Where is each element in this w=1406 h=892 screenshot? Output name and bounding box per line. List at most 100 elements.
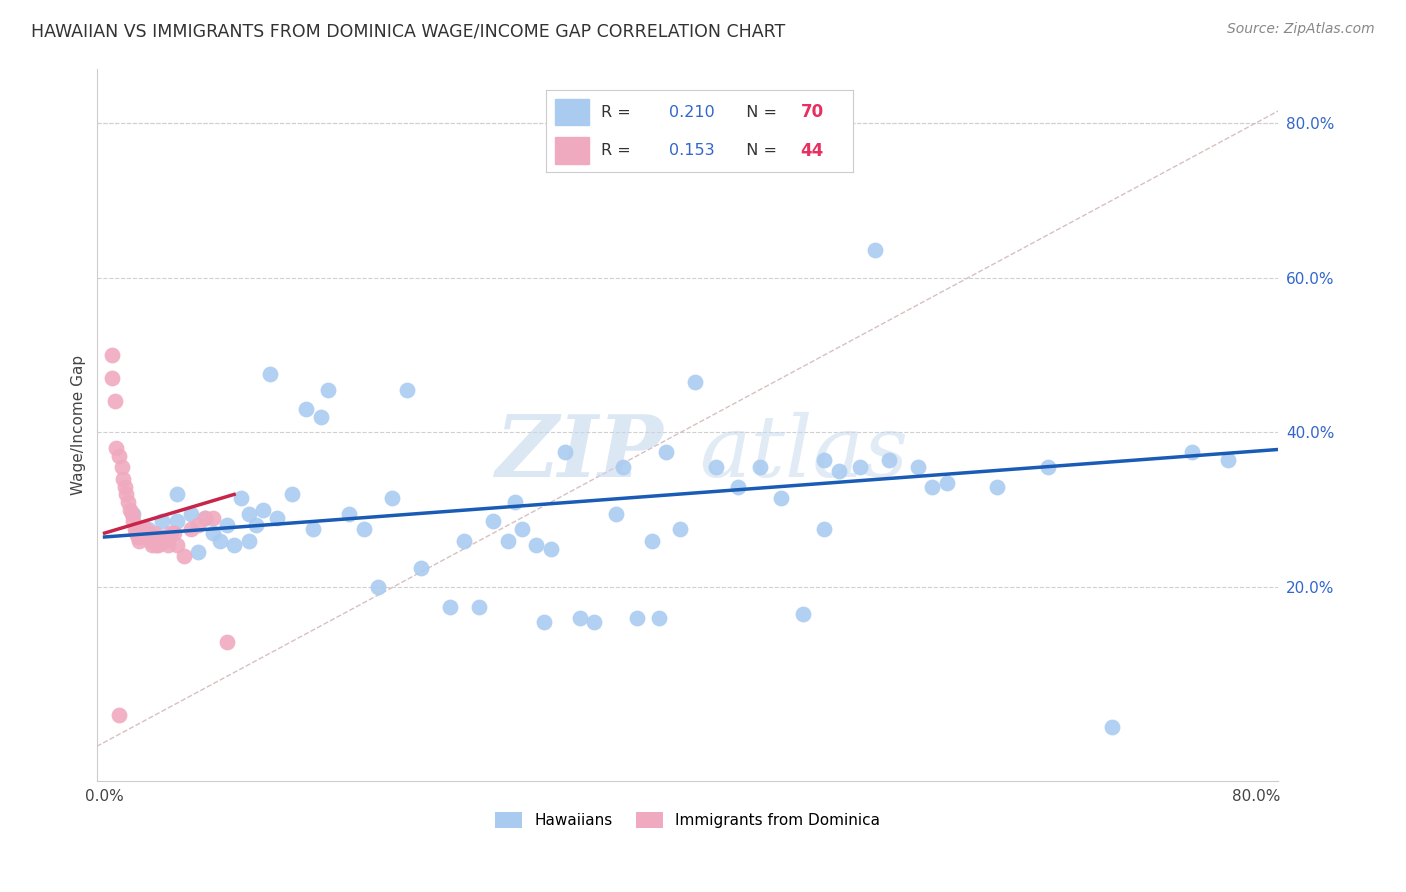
Point — [482, 515, 505, 529]
Point — [683, 375, 706, 389]
Point — [640, 533, 662, 548]
Point — [309, 409, 332, 424]
Point — [100, 371, 122, 385]
Point — [108, 708, 131, 723]
Point — [139, 533, 162, 548]
Point — [115, 487, 138, 501]
Point — [1216, 452, 1239, 467]
Point — [238, 533, 260, 548]
Point — [187, 545, 209, 559]
Point — [145, 538, 167, 552]
Point — [727, 480, 749, 494]
Point — [125, 526, 148, 541]
Point — [187, 518, 209, 533]
Point — [150, 515, 173, 529]
Point — [813, 452, 835, 467]
Point — [411, 561, 433, 575]
Point — [266, 510, 288, 524]
Point — [136, 526, 159, 541]
Point — [907, 460, 929, 475]
Point — [510, 522, 533, 536]
Point — [112, 472, 135, 486]
Point — [128, 533, 150, 548]
Point — [120, 503, 142, 517]
Point — [194, 510, 217, 524]
Point — [136, 522, 159, 536]
Point — [194, 510, 217, 524]
Y-axis label: Wage/Income Gap: Wage/Income Gap — [72, 355, 86, 495]
Point — [135, 530, 157, 544]
Point — [813, 522, 835, 536]
Point — [134, 522, 156, 536]
Point — [395, 383, 418, 397]
Point — [156, 538, 179, 552]
Point — [105, 441, 128, 455]
Point — [1180, 445, 1202, 459]
Point — [706, 460, 728, 475]
Point — [863, 244, 886, 258]
Point — [381, 491, 404, 506]
Point — [828, 464, 851, 478]
Point — [770, 491, 793, 506]
Text: ZIP: ZIP — [496, 411, 664, 495]
Text: Source: ZipAtlas.com: Source: ZipAtlas.com — [1227, 22, 1375, 37]
Point — [1036, 460, 1059, 475]
Point — [143, 530, 166, 544]
Point — [138, 530, 160, 544]
Point — [353, 522, 375, 536]
Point — [215, 634, 238, 648]
Point — [568, 611, 591, 625]
Point — [201, 526, 224, 541]
Point — [142, 526, 165, 541]
Point — [114, 480, 136, 494]
Point — [104, 394, 127, 409]
Point — [180, 507, 202, 521]
Point — [935, 475, 957, 490]
Point — [877, 452, 900, 467]
Point — [224, 538, 246, 552]
Point — [173, 549, 195, 564]
Point — [238, 507, 260, 521]
Text: HAWAIIAN VS IMMIGRANTS FROM DOMINICA WAGE/INCOME GAP CORRELATION CHART: HAWAIIAN VS IMMIGRANTS FROM DOMINICA WAG… — [31, 22, 785, 40]
Point — [208, 533, 231, 548]
Point — [655, 445, 678, 459]
Point — [626, 611, 648, 625]
Point — [231, 491, 253, 506]
Point — [453, 533, 475, 548]
Point — [612, 460, 634, 475]
Point — [201, 510, 224, 524]
Point — [259, 368, 281, 382]
Point — [131, 526, 153, 541]
Point — [849, 460, 872, 475]
Point — [166, 538, 188, 552]
Point — [295, 402, 318, 417]
Point — [583, 615, 606, 629]
Point — [150, 530, 173, 544]
Point — [215, 518, 238, 533]
Point — [986, 480, 1008, 494]
Point — [180, 522, 202, 536]
Point — [496, 533, 519, 548]
Point — [648, 611, 671, 625]
Point — [163, 526, 186, 541]
Point — [540, 541, 562, 556]
Point — [148, 530, 170, 544]
Point — [669, 522, 692, 536]
Point — [503, 495, 526, 509]
Point — [526, 538, 548, 552]
Point — [1101, 720, 1123, 734]
Point — [439, 599, 461, 614]
Point — [605, 507, 627, 521]
Point — [122, 507, 145, 521]
Point — [121, 507, 143, 521]
Point — [159, 526, 181, 541]
Point — [166, 487, 188, 501]
Point — [533, 615, 555, 629]
Point — [124, 522, 146, 536]
Point — [792, 607, 814, 622]
Point — [302, 522, 325, 536]
Point — [245, 518, 267, 533]
Point — [122, 515, 145, 529]
Point — [111, 460, 134, 475]
Point — [100, 348, 122, 362]
